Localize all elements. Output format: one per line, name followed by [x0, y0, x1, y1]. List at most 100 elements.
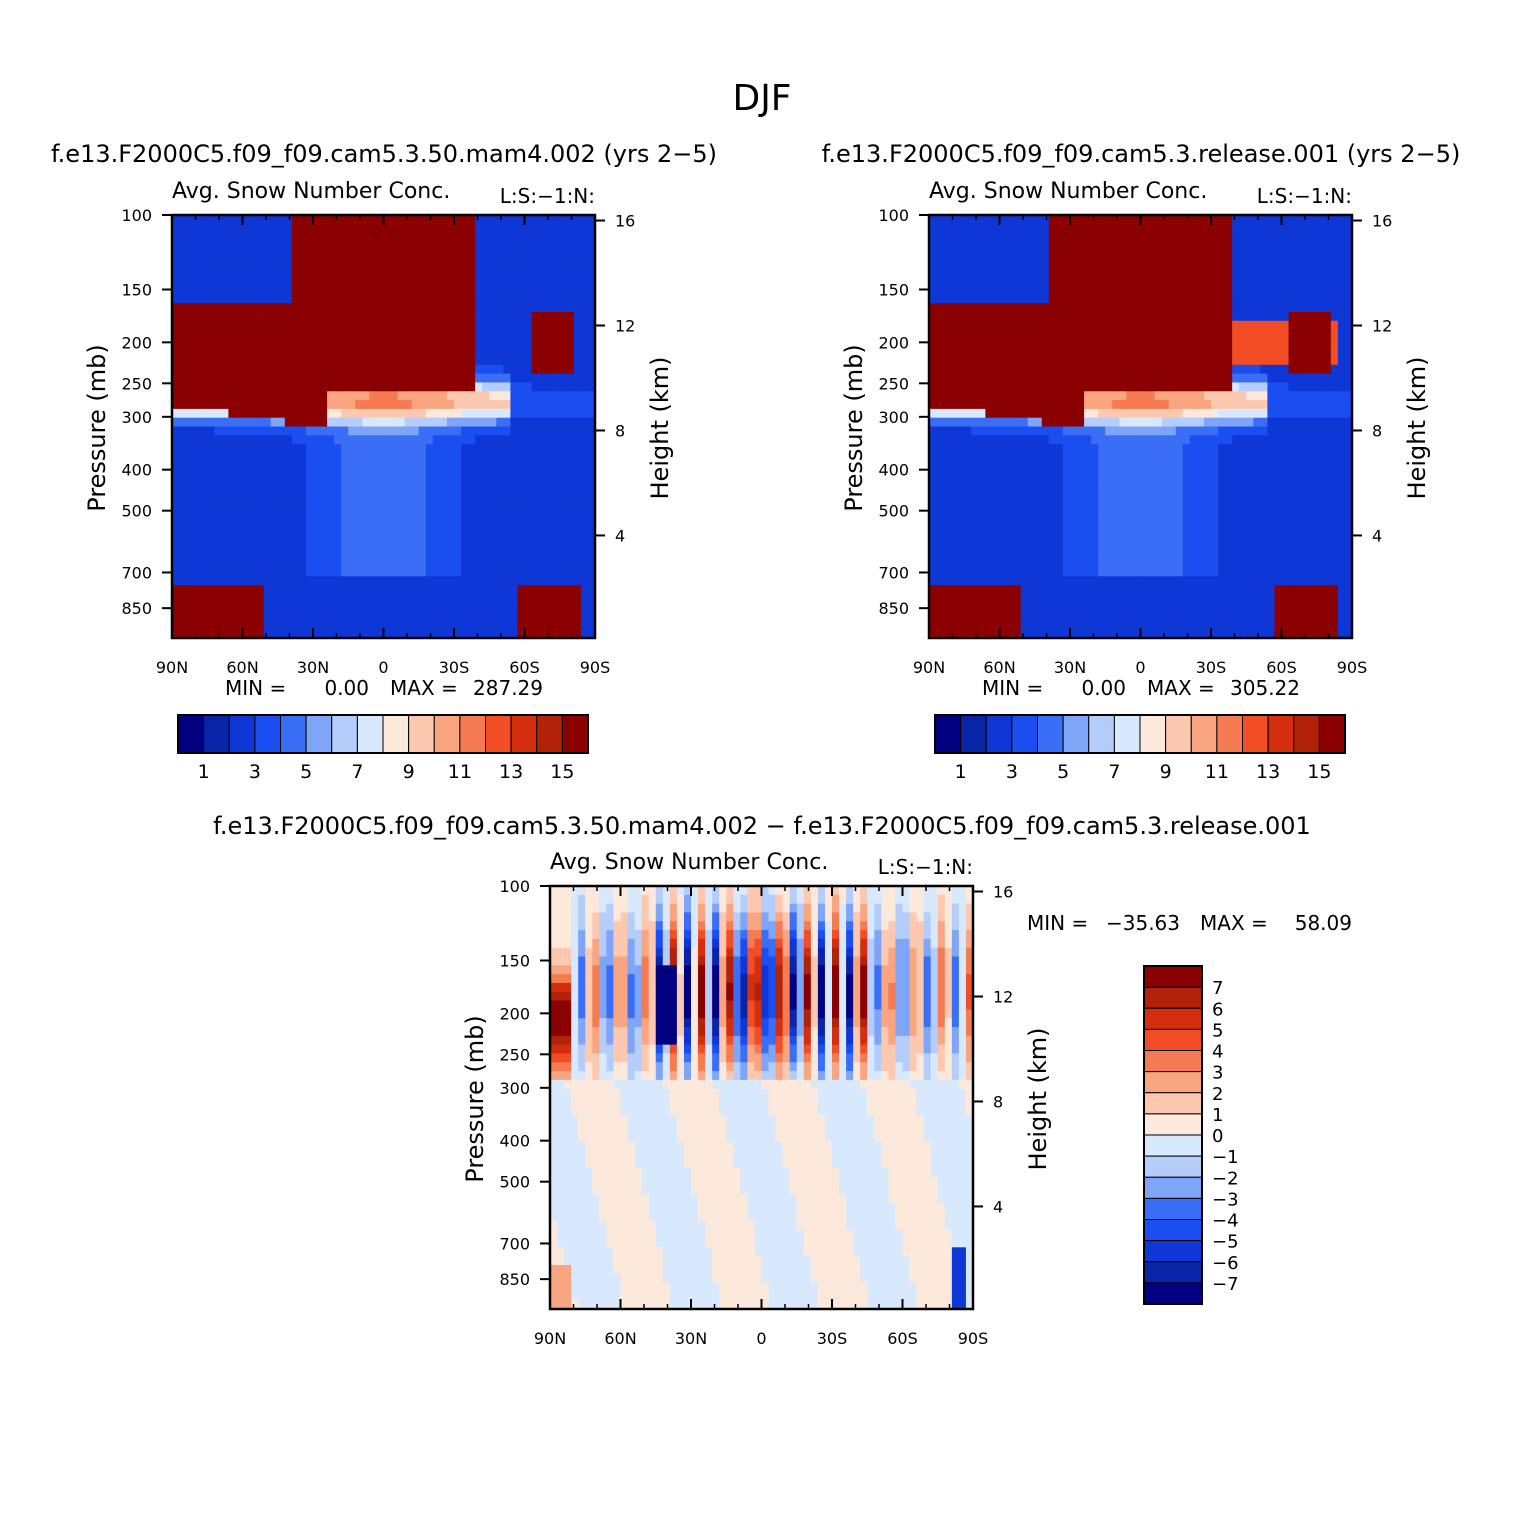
heatmap-cell	[1112, 629, 1120, 639]
heatmap-cell	[214, 320, 222, 331]
heatmap-cell	[376, 285, 385, 295]
heatmap-cell	[566, 479, 575, 489]
heatmap-cell	[489, 602, 497, 613]
heatmap-cell	[277, 602, 286, 613]
heatmap-cell	[524, 558, 533, 569]
heatmap-cell	[454, 364, 462, 375]
heatmap-cell	[545, 435, 554, 445]
heatmap-cell	[284, 347, 293, 357]
heatmap-cell	[1105, 276, 1113, 287]
heatmap-cell	[1147, 294, 1156, 304]
heatmap-cell	[531, 611, 540, 621]
heatmap-cell	[235, 320, 244, 331]
heatmap-cell	[1027, 250, 1036, 260]
heatmap-cell	[439, 241, 448, 251]
heatmap-cell	[172, 215, 180, 225]
heatmap-cell	[971, 285, 979, 295]
heatmap-cell	[999, 620, 1008, 630]
heatmap-cell	[1034, 444, 1043, 454]
heatmap-cell	[517, 320, 526, 331]
heatmap-cell	[468, 320, 476, 331]
heatmap-cell	[249, 549, 258, 560]
heatmap-cell	[468, 311, 476, 322]
heatmap-cell	[348, 285, 356, 295]
heatmap-cell	[1034, 497, 1043, 507]
heatmap-cell	[985, 215, 994, 225]
heatmap-cell	[1196, 505, 1205, 516]
heatmap-cell	[235, 514, 244, 525]
heatmap-cell	[242, 223, 251, 234]
heatmap-cell	[566, 497, 575, 507]
heatmap-cell	[1182, 276, 1191, 287]
heatmap-cell	[1041, 558, 1050, 569]
heatmap-cell	[418, 602, 427, 613]
heatmap-cell	[291, 285, 300, 295]
heatmap-cell	[369, 620, 378, 630]
heatmap-cell	[510, 303, 519, 313]
heatmap-cell	[186, 541, 194, 551]
heatmap-cell	[256, 585, 265, 595]
heatmap-cell	[992, 488, 1001, 498]
heatmap-cell	[1161, 356, 1170, 366]
y2-tick-label: 4	[615, 526, 625, 545]
heatmap-cell	[242, 602, 251, 613]
heatmap-cell	[503, 223, 511, 234]
heatmap-cell	[1182, 611, 1191, 621]
heatmap-cell	[320, 426, 328, 436]
heatmap-cell	[1020, 479, 1029, 489]
heatmap-cell	[1126, 435, 1135, 445]
heatmap-cell	[362, 373, 370, 384]
heatmap-cell	[1140, 479, 1149, 489]
heatmap-cell	[313, 338, 321, 348]
heatmap-cell	[929, 241, 937, 251]
heatmap-cell	[439, 549, 448, 560]
heatmap-cell	[1027, 567, 1036, 577]
heatmap-cell	[305, 391, 314, 401]
heatmap-cell	[1168, 347, 1177, 357]
heatmap-cell	[587, 215, 596, 225]
heatmap-cell	[454, 338, 462, 348]
heatmap-cell	[383, 311, 392, 322]
heatmap-cell	[545, 514, 554, 525]
heatmap-cell	[200, 267, 208, 278]
heatmap-cell	[376, 549, 385, 560]
heatmap-cell	[1147, 400, 1156, 410]
heatmap-cell	[235, 373, 244, 384]
heatmap-cell	[580, 303, 589, 313]
heatmap-cell	[510, 364, 519, 375]
heatmap-cell	[482, 497, 490, 507]
heatmap-cell	[587, 461, 596, 472]
heatmap-cell	[1013, 232, 1022, 243]
heatmap-cell	[186, 505, 194, 516]
heatmap-cell	[1147, 549, 1156, 560]
heatmap-cell	[1126, 444, 1135, 454]
heatmap-cell	[270, 329, 279, 339]
heatmap-cell	[221, 593, 229, 604]
heatmap-cell	[936, 593, 944, 604]
heatmap-cell	[418, 232, 427, 243]
heatmap-cell	[390, 549, 399, 560]
heatmap-cell	[369, 294, 378, 304]
heatmap-cell	[929, 338, 937, 348]
heatmap-cell	[1006, 232, 1015, 243]
heatmap-cell	[277, 461, 286, 472]
heatmap-cell	[305, 488, 314, 498]
heatmap-cell	[566, 276, 575, 287]
heatmap-cell	[439, 338, 448, 348]
heatmap-cell	[179, 267, 187, 278]
heatmap-cell	[320, 479, 328, 489]
heatmap-cell	[327, 620, 335, 630]
heatmap-cell	[270, 470, 279, 480]
heatmap-cell	[1147, 461, 1156, 472]
heatmap-cell	[580, 435, 589, 445]
heatmap-cell	[1055, 497, 1064, 507]
heatmap-cell	[1126, 514, 1135, 525]
heatmap-cell	[1077, 549, 1085, 560]
heatmap-cell	[978, 470, 986, 480]
heatmap-cell	[1105, 373, 1113, 384]
heatmap-cell	[552, 620, 561, 630]
heatmap-cell	[1126, 320, 1135, 331]
heatmap-cell	[475, 629, 483, 639]
heatmap-cell	[587, 532, 596, 542]
heatmap-cell	[1077, 585, 1085, 595]
